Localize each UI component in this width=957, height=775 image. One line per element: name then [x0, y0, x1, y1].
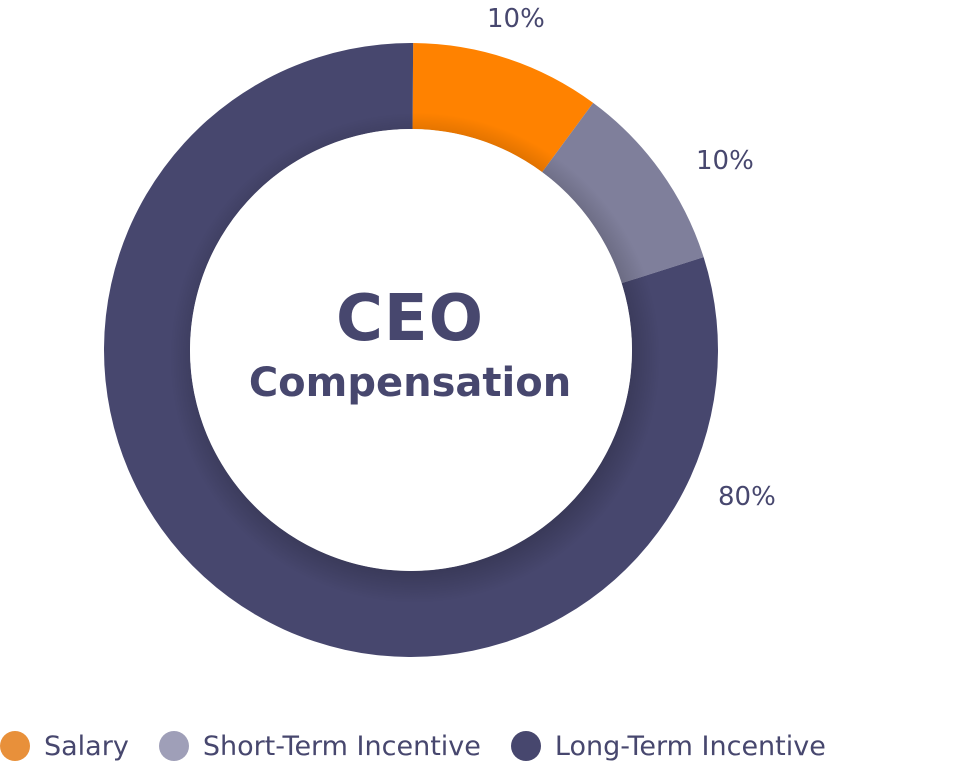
short-term-incentive-legend-dot-icon — [158, 731, 189, 761]
legend-item-salary: Salary — [0, 731, 129, 762]
donut-slices — [103, 43, 722, 665]
legend-label-salary: Salary — [44, 730, 129, 762]
legend-item-short-term-incentive: Short-Term Incentive — [158, 730, 481, 762]
chart-title: CEO — [335, 282, 485, 356]
donut-chart-svg — [103, 43, 722, 665]
salary-legend-dot-icon — [0, 731, 30, 761]
donut-chart: CEO Compensation 10% 10% 80% — [103, 4, 776, 665]
long-term-incentive-legend-dot-icon — [510, 731, 541, 761]
chart-legend: Salary Short-Term Incentive Long-Term In… — [0, 728, 856, 764]
donut-hole — [190, 129, 632, 571]
legend-label-long-term-incentive: Long-Term Incentive — [554, 730, 826, 762]
slice-label-short-term-incentive: 10% — [696, 146, 754, 176]
chart-subtitle: Compensation — [248, 360, 572, 406]
legend-label-short-term-incentive: Short-Term Incentive — [202, 730, 481, 762]
slice-label-long-term-incentive: 80% — [718, 482, 776, 512]
legend-item-long-term-incentive: Long-Term Incentive — [510, 730, 826, 762]
slice-label-salary: 10% — [487, 4, 545, 34]
